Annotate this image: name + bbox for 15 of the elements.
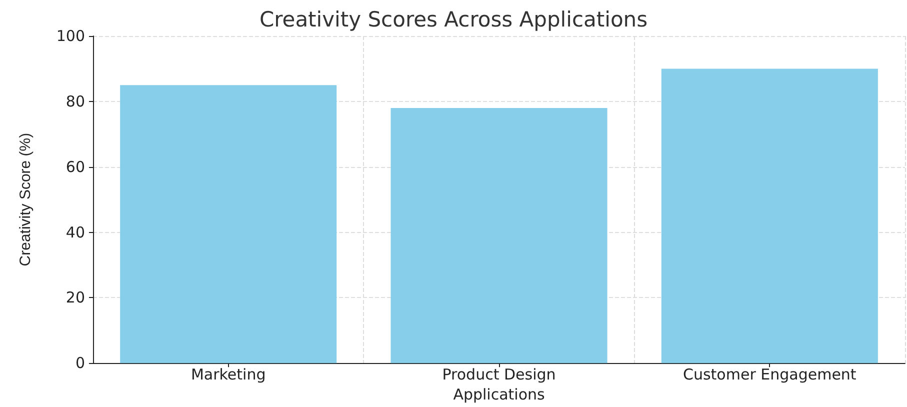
y-axis-title: Creativity Score (%) xyxy=(17,132,34,266)
y-tick-label: 60 xyxy=(66,158,85,176)
y-tick-label: 0 xyxy=(75,354,85,372)
y-tick-label: 20 xyxy=(66,288,85,307)
x-tick-label: Marketing xyxy=(190,366,266,384)
y-tick-label: 40 xyxy=(66,223,85,242)
bar xyxy=(390,108,608,364)
chart-title: Creativity Scores Across Applications xyxy=(259,8,648,32)
x-axis-title: Applications xyxy=(453,386,545,404)
x-tick-label: Customer Engagement xyxy=(683,366,856,384)
x-tick-label: Product Design xyxy=(442,366,556,384)
bar xyxy=(120,85,337,364)
bar xyxy=(661,68,878,364)
y-tick-label: 100 xyxy=(56,27,85,45)
y-tick-label: 80 xyxy=(66,92,85,110)
